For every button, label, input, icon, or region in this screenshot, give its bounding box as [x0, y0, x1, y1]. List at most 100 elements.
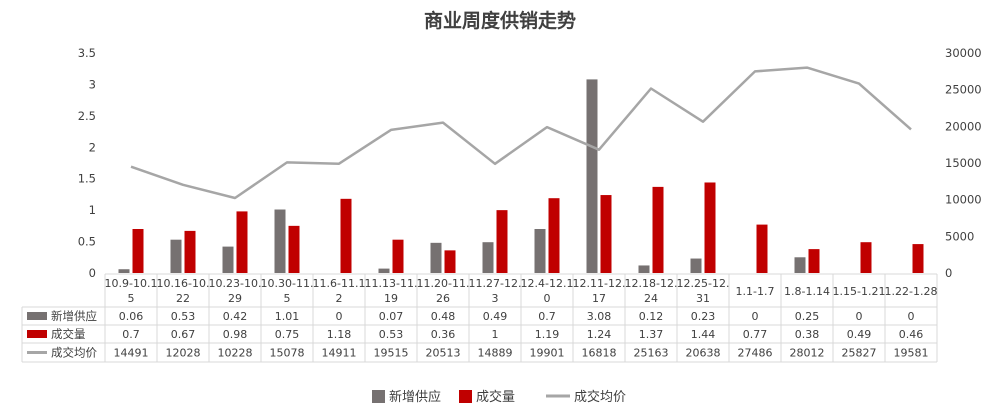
data-label: 0.7 — [122, 328, 140, 341]
x-tick-label: 11.20-11. — [417, 277, 470, 290]
y-left-tick-label: 1.5 — [78, 172, 96, 186]
data-label: 0 — [908, 310, 915, 323]
data-label: 0 — [336, 310, 343, 323]
volume-bar — [236, 211, 248, 273]
data-label: 0.98 — [223, 328, 248, 341]
data-label: 27486 — [738, 347, 773, 360]
legend: 新增供应 成交量 成交均价 — [372, 389, 626, 405]
chart-title: 商业周度供销走势 — [424, 9, 576, 32]
table-series-name: 新增供应 — [51, 309, 97, 323]
data-label: 0.48 — [431, 310, 456, 323]
data-label: 1.37 — [639, 328, 664, 341]
data-label: 12028 — [166, 347, 201, 360]
data-label: 0.25 — [795, 310, 820, 323]
x-tick-label: 31 — [696, 292, 710, 305]
legend-label: 新增供应 — [389, 389, 441, 405]
y-left-tick-label: 1 — [89, 203, 96, 217]
y-right-tick-label: 30000 — [945, 46, 982, 60]
data-label: 0.46 — [899, 328, 924, 341]
x-tick-label: 1.8-1.14 — [784, 285, 830, 298]
data-label: 0.75 — [275, 328, 300, 341]
x-tick-label: 29 — [228, 292, 242, 305]
data-label: 19901 — [530, 347, 565, 360]
data-label: 1.24 — [587, 328, 612, 341]
data-label: 19581 — [894, 347, 929, 360]
data-label: 1.44 — [691, 328, 716, 341]
data-label: 16818 — [582, 347, 617, 360]
data-label: 1.18 — [327, 328, 352, 341]
legend-key — [459, 390, 472, 403]
x-tick-label: 12.18-12. — [625, 277, 678, 290]
x-tick-label: 10.23-10. — [209, 277, 262, 290]
table-series-name: 成交均价 — [51, 346, 97, 360]
supply-bar — [170, 239, 182, 273]
y-right-tick-label: 0 — [945, 266, 952, 280]
data-label: 0.23 — [691, 310, 716, 323]
data-label: 0.77 — [743, 328, 768, 341]
data-label: 25827 — [842, 347, 877, 360]
supply-bar — [534, 229, 546, 273]
data-label: 0.49 — [483, 310, 508, 323]
volume-bar — [496, 210, 508, 273]
supply-bar — [482, 242, 494, 273]
legend-label: 成交均价 — [574, 389, 626, 405]
x-tick-label: 2 — [336, 292, 343, 305]
data-label: 0.12 — [639, 310, 664, 323]
y-right-tick-label: 10000 — [945, 193, 982, 207]
x-tick-label: 11.13-11. — [365, 277, 418, 290]
axes: 0 0.5 1 1.5 2 2.5 3 3.5 0 5000 10000 15000 20000 2500… — [78, 46, 982, 280]
data-label: 20513 — [426, 347, 461, 360]
y-right-tick-label: 20000 — [945, 119, 982, 133]
data-table: 10.9-10.1 5 10.16-10. 22 10.23-10. 29 10.30-11… — [21, 273, 938, 363]
volume-bar — [704, 182, 716, 273]
x-tick-label: 12.25-12. — [677, 277, 730, 290]
volume-bar — [392, 239, 404, 273]
data-label: 1.19 — [535, 328, 560, 341]
x-tick-label: 10.30-11. — [261, 277, 314, 290]
legend-key — [372, 390, 385, 403]
data-label: 0.7 — [538, 310, 556, 323]
y-left-tick-label: 3 — [89, 77, 96, 91]
y-left-tick-label: 2.5 — [78, 109, 96, 123]
supply-bar — [378, 268, 390, 273]
x-tick-label: 10.9-10.1 — [105, 277, 158, 290]
data-label: 0.53 — [379, 328, 404, 341]
volume-bar — [860, 242, 872, 273]
x-tick-label: 12.11-12. — [573, 277, 626, 290]
data-label: 19515 — [374, 347, 409, 360]
supply-bar — [586, 79, 598, 274]
data-label: 28012 — [790, 347, 825, 360]
data-label: 0.53 — [171, 310, 196, 323]
volume-bar — [132, 229, 144, 273]
x-tick-label: 3 — [492, 292, 499, 305]
x-tick-label: 12.4-12.1 — [521, 277, 574, 290]
volume-bar — [548, 198, 560, 273]
volume-bar — [600, 195, 612, 273]
bars — [118, 79, 924, 274]
x-tick-label: 19 — [384, 292, 398, 305]
data-label: 1 — [492, 328, 499, 341]
y-right-tick-label: 25000 — [945, 83, 982, 97]
supply-bar — [690, 258, 702, 273]
supply-bar — [274, 209, 286, 273]
volume-bar — [756, 224, 768, 273]
volume-bar — [288, 225, 300, 273]
table-series-name: 成交量 — [51, 327, 86, 341]
price-line — [130, 66, 912, 200]
x-tick-label: 1.15-1.21 — [833, 285, 886, 298]
data-label: 15078 — [270, 347, 305, 360]
avg-price-line — [130, 66, 912, 200]
x-tick-label: 1.1-1.7 — [736, 285, 775, 298]
data-label: 20638 — [686, 347, 721, 360]
volume-bar — [808, 249, 820, 273]
x-tick-label: 22 — [176, 292, 190, 305]
data-label: 25163 — [634, 347, 669, 360]
data-label: 14911 — [322, 347, 357, 360]
data-label: 0.42 — [223, 310, 248, 323]
table-legend-key — [27, 330, 47, 338]
volume-bar — [912, 244, 924, 273]
supply-bar — [794, 257, 806, 273]
volume-bar — [444, 250, 456, 273]
x-tick-label: 0 — [544, 292, 551, 305]
